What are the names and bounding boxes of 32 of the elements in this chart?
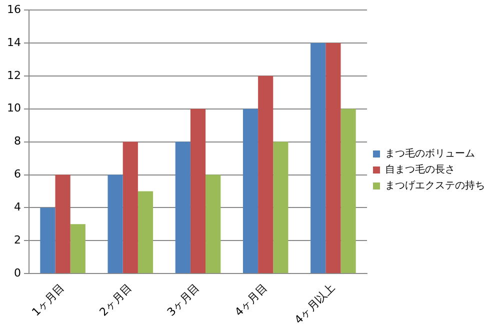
x-tick-label: 4ヶ月目 [232, 281, 270, 319]
y-tick-label: 6 [14, 168, 21, 181]
bar [273, 142, 288, 274]
legend-label: まつ毛のボリューム [385, 148, 475, 160]
bar [175, 142, 190, 274]
y-tick-label: 0 [14, 266, 21, 280]
y-tick-label: 12 [6, 68, 21, 82]
x-tick-label: 2ヶ月目 [97, 281, 135, 319]
legend-label: 自まつ毛の長さ [385, 164, 455, 176]
y-tick-label: 16 [6, 2, 21, 16]
x-tick-label: 1ヶ月目 [29, 281, 67, 319]
y-tick-label: 14 [6, 36, 21, 49]
y-tick-label: 4 [14, 200, 21, 214]
bar [206, 174, 221, 274]
x-tick-label: 4ヶ月以上 [292, 281, 338, 326]
y-tick-label: 8 [14, 134, 21, 148]
bar [258, 76, 274, 274]
legend-label: まつげエクステの持ち [385, 180, 485, 192]
bar [138, 191, 154, 274]
bar [310, 42, 326, 274]
bar [242, 108, 258, 274]
bar [40, 208, 56, 274]
bar [340, 108, 356, 274]
bar [122, 142, 138, 274]
bar [326, 42, 341, 274]
x-tick-label: 3ヶ月目 [164, 281, 202, 319]
bar [108, 174, 123, 274]
bar [190, 108, 206, 274]
y-tick-label: 10 [6, 102, 21, 115]
y-tick-label: 2 [14, 234, 21, 247]
bar [70, 224, 86, 274]
bar [55, 174, 70, 274]
